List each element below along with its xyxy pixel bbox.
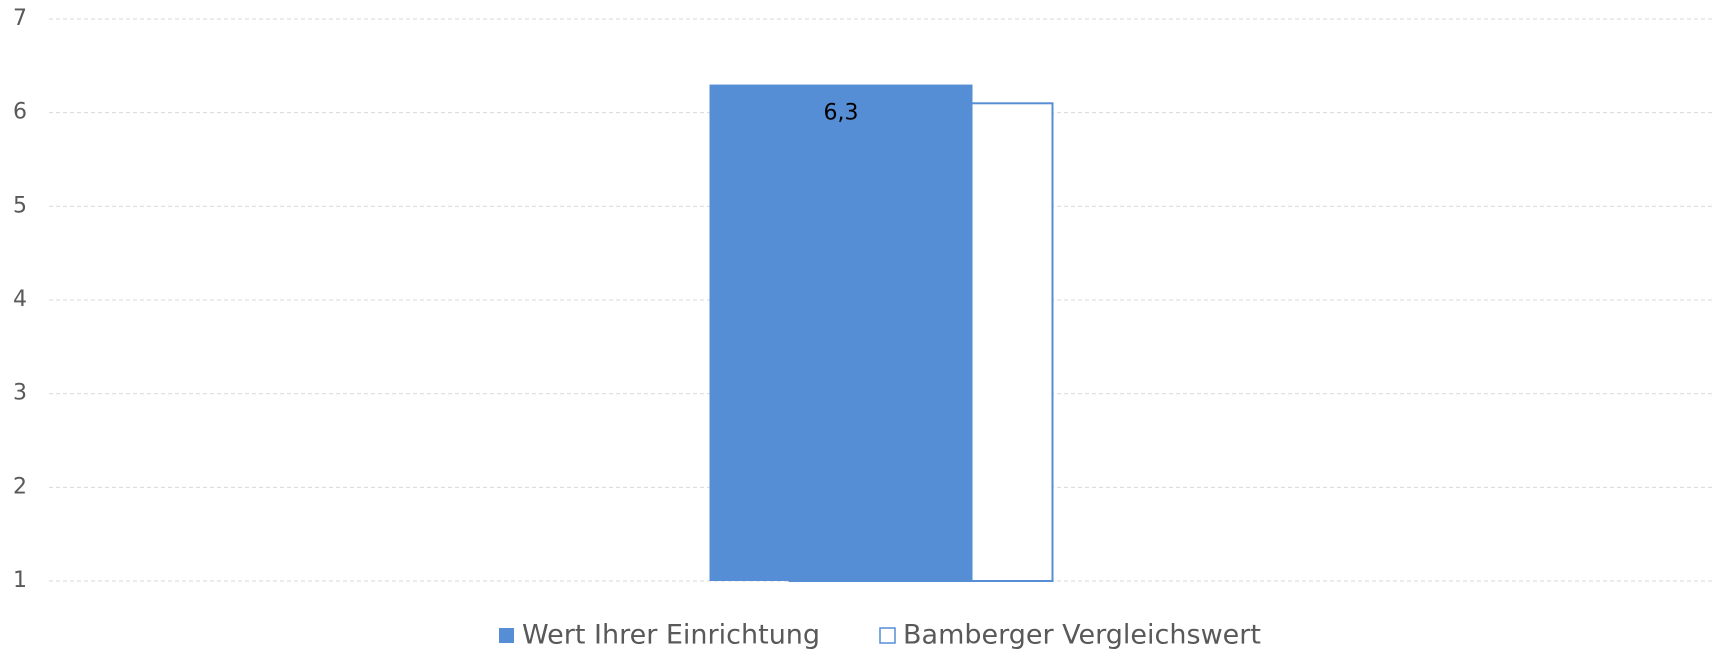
y-tick-label: 2 (13, 474, 27, 499)
y-tick-label: 4 (13, 287, 27, 312)
legend-swatch (879, 627, 896, 644)
y-tick-label: 7 (13, 6, 27, 31)
y-tick-label: 3 (13, 381, 27, 406)
y-tick-label: 6 (13, 100, 27, 125)
value-label: 6,3 (824, 101, 859, 126)
y-tick-label: 1 (13, 568, 27, 593)
legend-swatch (499, 628, 514, 643)
bar (709, 84, 973, 582)
legend-label: Wert Ihrer Einrichtung (522, 620, 820, 651)
legend-label: Bamberger Vergleichswert (903, 620, 1261, 651)
y-tick-label: 5 (13, 193, 27, 218)
